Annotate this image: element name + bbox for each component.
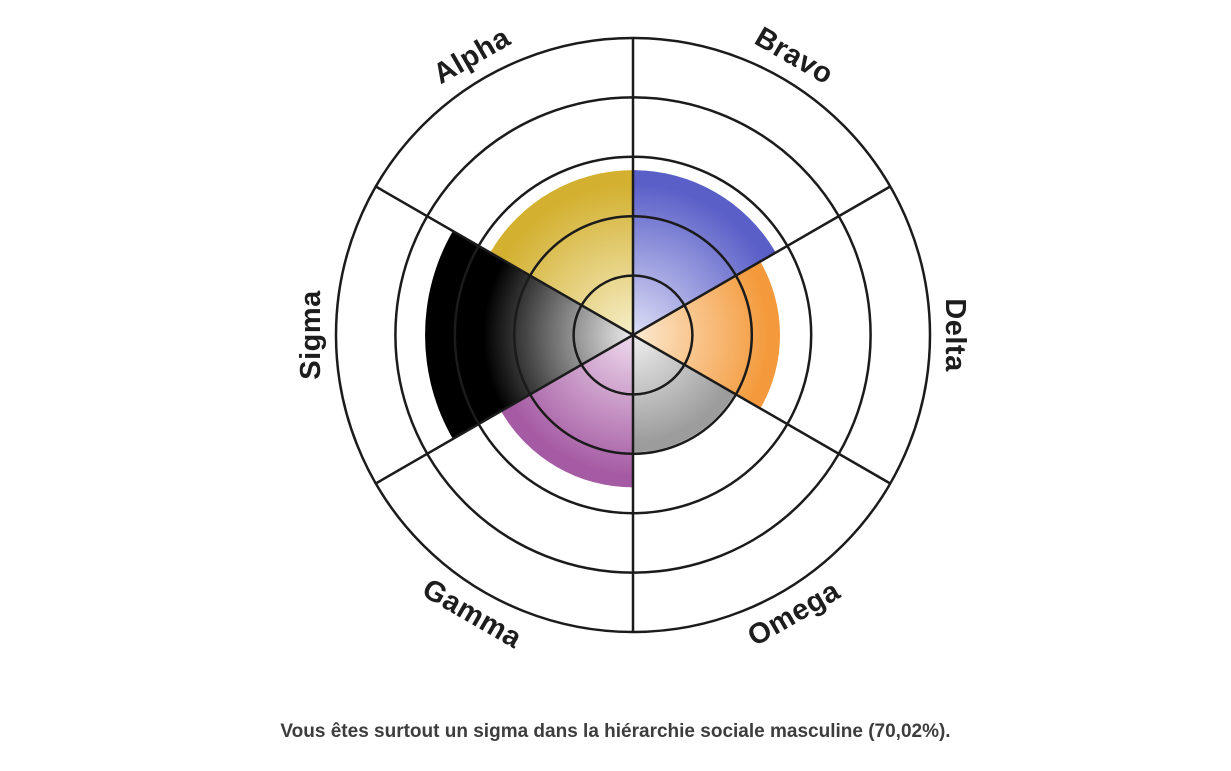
sector-wedge-delta xyxy=(633,261,781,409)
sector-wedge-bravo xyxy=(633,170,776,335)
sector-label-delta: Delta xyxy=(939,298,971,372)
sector-wedge-alpha xyxy=(490,170,633,335)
sector-label-sigma: Sigma xyxy=(295,290,327,380)
sector-wedge-sigma xyxy=(425,231,633,439)
sector-label-alpha: Alpha xyxy=(428,21,516,90)
sector-label-omega: Omega xyxy=(742,575,846,653)
sector-wedge-omega xyxy=(633,335,735,453)
grid-spoke-150 xyxy=(375,185,891,485)
result-caption: Vous êtes surtout un sigma dans la hiéra… xyxy=(280,721,951,742)
sector-label-bravo: Bravo xyxy=(749,21,838,91)
